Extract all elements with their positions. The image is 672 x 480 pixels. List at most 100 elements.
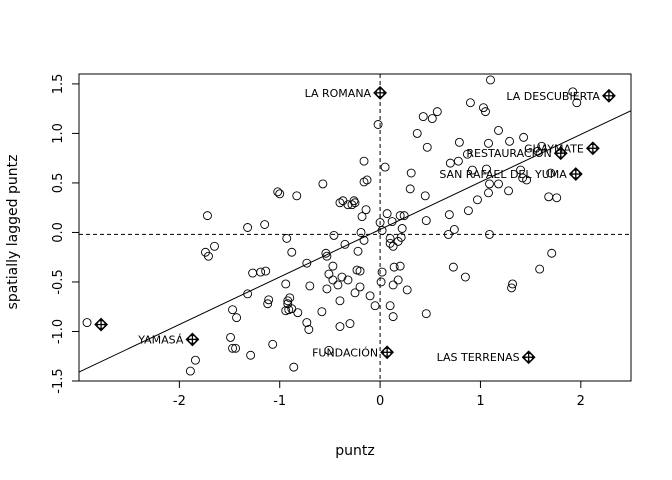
data-point [385,233,395,243]
data-point [485,179,494,189]
data-point [399,211,409,221]
data-point [264,295,274,305]
data-point [335,296,345,306]
influential-point [568,167,583,181]
x-tick-label: 0 [376,394,384,409]
data-point [443,229,453,239]
data-point [463,206,473,216]
data-point [289,362,299,372]
data-point [347,200,357,210]
data-point [261,266,271,276]
data-point [484,188,493,198]
data-point [445,158,455,168]
data-point [421,309,431,319]
data-point [395,211,405,221]
axes: -2 -1 0 1 2 -1.5 -1.0 -0.5 0.0 0.5 1.0 1.5 [51,73,632,409]
data-point [335,198,345,208]
data-point [204,251,213,261]
y-axis-title: spatially lagged puntz [5,155,21,310]
data-point [380,162,390,172]
y-tick-label: -1.0 [51,319,66,344]
data-point [393,275,403,285]
data-point [504,186,514,196]
data-point [421,216,431,226]
data-point [263,299,273,309]
influential-point [585,141,600,156]
data-point [329,230,339,240]
data-point [422,142,432,152]
data-point [281,306,291,316]
data-point [287,247,297,257]
data-point [522,175,532,185]
point-label: YAMASÁ [137,333,184,346]
data-point [460,272,470,282]
data-point [232,313,242,323]
data-point [494,179,503,189]
data-point [432,107,442,117]
data-point [519,132,529,142]
data-point [388,312,398,322]
point-label: SAN RAFAEL DEL YUMA [439,168,567,181]
data-point [406,168,416,178]
data-point [293,308,303,318]
data-point [337,272,347,282]
influential-point [553,146,568,161]
data-point [484,138,493,148]
data-point [427,114,437,124]
data-point [568,87,578,97]
data-point [418,112,428,122]
data-point [444,210,454,220]
data-point [402,285,412,295]
data-point [546,168,556,178]
data-point [389,262,399,272]
data-point [273,187,283,197]
data-point [355,282,365,292]
influential-points: LA ROMANA LA DESCUBIERTA GUAYMATERESTAURAC… [94,85,616,364]
data-point [449,225,459,234]
data-point [324,345,334,355]
data-point [302,258,312,268]
data-point [324,269,334,279]
data-point [397,224,407,233]
data-point [246,350,256,360]
x-tick-label: -1 [273,394,286,409]
influential-point [380,345,395,360]
data-point [376,277,386,287]
data-point [377,267,387,277]
data-point [292,191,302,201]
data-point [345,319,355,329]
regression-line [79,110,631,373]
data-point [82,318,92,328]
x-tick-label: -2 [173,394,186,409]
data-point [494,125,503,135]
data-point [472,195,482,205]
data-point [285,293,295,303]
point-label: RESTAURACION [466,147,551,160]
point-label: LA ROMANA [305,87,372,100]
data-point [547,248,557,258]
data-point [226,332,235,342]
data-point [275,189,285,199]
data-point [302,318,312,328]
data-point [507,283,517,293]
data-point [448,262,458,272]
point-label: GUAYMATE [524,142,584,155]
x-tick-label: 2 [577,394,585,409]
data-point [335,322,345,331]
data-point [282,233,292,243]
data-point [454,137,464,147]
data-point [385,301,395,311]
data-point [322,251,332,261]
data-point [485,229,494,239]
data-point [518,173,528,183]
data-point [340,239,350,249]
data-point [228,343,238,353]
data-point [467,165,477,175]
data-point [210,241,219,251]
data-point [318,179,328,189]
influential-point [602,88,616,103]
data-point [357,212,367,222]
data-point [535,264,545,274]
